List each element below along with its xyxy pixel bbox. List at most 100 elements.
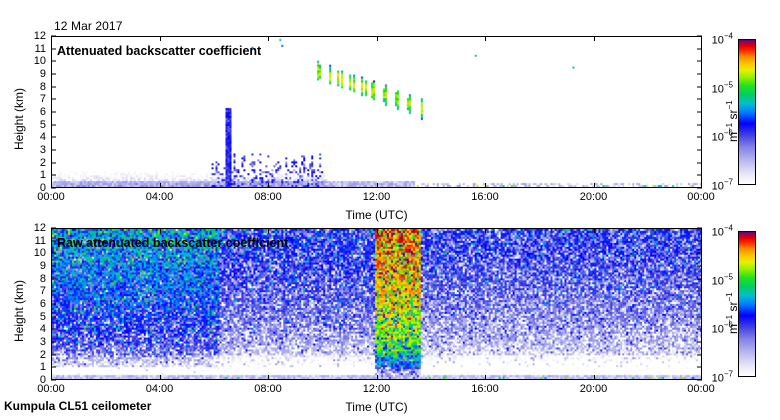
y-tick-mark-top-4 — [51, 136, 56, 138]
heatmap-canvas-top — [52, 37, 701, 187]
y-tick-mark-top-0 — [697, 187, 702, 189]
y-tick-label-bottom-5: 5 — [39, 310, 46, 323]
y-axis-label-top: Height (km) — [12, 87, 26, 150]
y-tick-mark-bottom-8 — [697, 278, 702, 280]
x-tick-label-top-0: 00:00 — [37, 191, 65, 203]
y-tick-label-top-10: 10 — [33, 55, 46, 68]
y-tick-label-bottom-9: 9 — [39, 260, 46, 272]
y-tick-mark-bottom-3 — [51, 341, 56, 343]
x-tick-mark-top-6 — [701, 36, 702, 41]
y-tick-mark-bottom-11 — [697, 240, 702, 242]
panel-title-bottom: Raw attenuated backscatter coefficient — [57, 236, 289, 250]
x-tick-label-bottom-1: 04:00 — [145, 383, 174, 395]
y-tick-mark-bottom-5 — [51, 316, 56, 318]
colorbar-top[interactable]: 10−4 10−5 10−6 10−7 — [712, 32, 756, 192]
x-tick-label-bottom-4: 16:00 — [471, 383, 499, 395]
colorbar-tick-label-top-3: 10−7 — [711, 177, 733, 193]
y-tick-mark-bottom-6 — [51, 303, 56, 305]
y-tick-label-bottom-1: 1 — [39, 361, 46, 374]
colorbar-tick-label-bottom-3: 10−7 — [711, 369, 733, 385]
y-tick-label-top-5: 5 — [39, 118, 46, 131]
y-tick-mark-bottom-2 — [697, 354, 702, 356]
y-tick-mark-bottom-8 — [51, 278, 56, 280]
y-tick-label-bottom-3: 3 — [39, 336, 46, 348]
colorbar-fill-bottom — [739, 232, 755, 376]
y-tick-mark-top-9 — [697, 73, 702, 75]
y-tick-mark-top-10 — [697, 60, 702, 62]
y-tick-label-bottom-10: 10 — [33, 247, 46, 260]
y-tick-mark-top-5 — [697, 124, 702, 126]
x-tick-mark-top-2 — [268, 36, 269, 41]
y-tick-mark-top-7 — [51, 98, 56, 100]
colorbar-unit-label-top: m−1 sr−1 — [725, 100, 740, 142]
x-tick-mark-bottom-2 — [268, 228, 269, 233]
y-tick-mark-bottom-6 — [697, 303, 702, 305]
y-tick-mark-top-1 — [51, 174, 56, 176]
colorbar-bottom[interactable]: 10−4 10−5 10−6 10−7 — [712, 224, 756, 384]
x-tick-mark-top-3 — [376, 183, 378, 188]
x-tick-mark-bottom-2 — [268, 375, 269, 380]
y-tick-mark-top-10 — [51, 60, 56, 62]
x-tick-mark-bottom-1 — [159, 228, 161, 233]
y-tick-mark-bottom-10 — [697, 252, 702, 254]
x-tick-label-top-2: 08:00 — [254, 191, 282, 203]
y-tick-mark-bottom-9 — [51, 265, 56, 267]
y-tick-mark-top-7 — [697, 98, 702, 100]
x-tick-label-top-1: 04:00 — [145, 191, 174, 203]
x-tick-mark-bottom-5 — [593, 375, 595, 380]
y-tick-label-top-3: 3 — [39, 144, 46, 156]
x-tick-label-top-4: 16:00 — [471, 191, 499, 203]
y-tick-mark-bottom-7 — [51, 290, 56, 292]
y-tick-mark-top-8 — [51, 86, 56, 88]
x-axis-label-top: Time (UTC) — [345, 208, 408, 222]
y-tick-label-top-1: 1 — [39, 169, 46, 182]
colorbar-tick-label-bottom-0: 10−4 — [711, 223, 733, 239]
plot-area-bottom[interactable]: Raw attenuated backscatter coefficient — [51, 228, 702, 380]
y-tick-mark-top-6 — [51, 111, 56, 113]
y-tick-label-top-2: 2 — [39, 156, 46, 169]
heatmap-canvas-bottom — [52, 229, 701, 379]
y-tick-mark-top-2 — [51, 162, 56, 164]
x-tick-mark-top-5 — [593, 36, 595, 41]
y-tick-label-bottom-7: 7 — [39, 285, 46, 298]
y-tick-mark-bottom-9 — [697, 265, 702, 267]
x-tick-label-bottom-5: 20:00 — [579, 383, 608, 395]
x-tick-mark-bottom-4 — [485, 228, 486, 233]
y-tick-label-top-7: 7 — [39, 93, 46, 106]
colorbar-tick-label-bottom-2: 10−6 — [711, 321, 733, 336]
y-tick-label-top-11: 11 — [34, 42, 46, 55]
x-tick-label-bottom-6: 00:00 — [687, 383, 715, 395]
colorbar-gradient-top — [738, 39, 756, 185]
x-tick-mark-top-6 — [701, 183, 702, 188]
colorbar-tick-label-top-2: 10−6 — [711, 129, 733, 144]
y-tick-mark-bottom-1 — [51, 366, 56, 368]
x-tick-mark-top-5 — [593, 183, 595, 188]
y-tick-mark-bottom-11 — [51, 240, 56, 242]
y-tick-mark-top-0 — [51, 187, 56, 189]
y-tick-label-top-8: 8 — [39, 80, 46, 93]
plot-area-top[interactable]: Attenuated backscatter coefficient — [51, 36, 702, 188]
y-tick-mark-top-4 — [697, 136, 702, 138]
colorbar-tick-label-bottom-1: 10−5 — [711, 272, 733, 287]
x-tick-mark-bottom-1 — [159, 375, 161, 380]
x-tick-label-bottom-0: 00:00 — [37, 383, 65, 395]
y-tick-mark-bottom-4 — [697, 328, 702, 330]
y-tick-mark-top-6 — [697, 111, 702, 113]
x-tick-label-bottom-3: 12:00 — [362, 383, 391, 395]
x-tick-mark-bottom-6 — [701, 228, 702, 233]
y-tick-mark-bottom-7 — [697, 290, 702, 292]
y-tick-label-top-9: 9 — [39, 68, 46, 80]
colorbar-tick-label-top-1: 10−5 — [711, 80, 733, 95]
x-tick-label-top-6: 00:00 — [687, 191, 715, 203]
y-tick-label-bottom-0: 0 — [39, 374, 46, 386]
x-tick-label-top-3: 12:00 — [362, 191, 391, 203]
x-tick-mark-bottom-5 — [593, 228, 595, 233]
y-tick-mark-top-9 — [51, 73, 56, 75]
y-tick-mark-top-8 — [697, 86, 702, 88]
y-tick-label-bottom-2: 2 — [39, 348, 46, 361]
x-tick-label-bottom-2: 08:00 — [254, 383, 282, 395]
x-tick-mark-top-2 — [268, 183, 269, 188]
y-tick-mark-top-3 — [51, 149, 56, 151]
